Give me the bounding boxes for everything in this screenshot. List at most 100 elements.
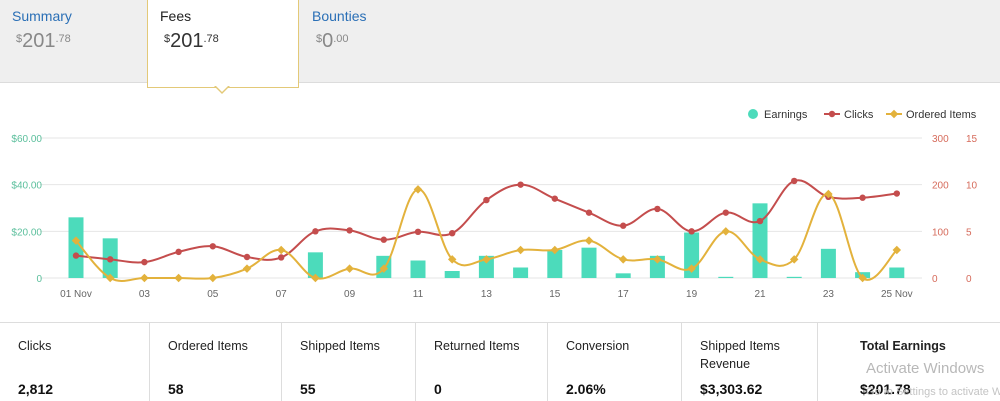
ordered-items-point [379,264,389,273]
x-axis-tick-label: 07 [276,289,288,300]
x-axis-tick-label: 01 Nov [60,289,92,300]
ordered-items-point [584,236,594,245]
clicks-point [859,194,866,201]
stats-row: Clicks 2,812 Ordered Items 58 Shipped It… [0,322,1000,401]
ordered-items-point [858,273,867,283]
ordered-items-point [311,273,320,283]
ordered-items-point [345,264,354,273]
clicks-point [380,236,387,243]
stat-value: $201.78 [860,381,911,397]
clicks-point [414,228,422,235]
earnings-bar [649,255,665,278]
earnings-bar [889,267,905,278]
earnings-bar [820,248,836,278]
clicks-point [141,258,148,266]
stat-shipped-items-revenue: Shipped Items Revenue $3,303.62 [682,323,818,401]
left-axis-tick-label: 0 [36,274,42,285]
tab-bounties[interactable]: Bounties $0.00 [300,0,446,82]
left-axis-tick-label: $40.00 [11,181,42,192]
clicks-point [278,254,285,261]
clicks-point [175,248,182,256]
legend-earnings-label: Earnings [764,109,808,121]
ordered-items-point [276,245,286,255]
stat-shipped-items: Shipped Items 55 [282,323,416,401]
tab-summary[interactable]: Summary $201.78 [0,0,146,82]
tab-summary-label: Summary [12,8,72,24]
earnings-chart: $60.00 $40.00 $20.00 0 300 200 100 0 15 10 5 0 01 No… [11,109,978,300]
earnings-bar [615,273,631,278]
legend-clicks-marker [828,110,836,118]
stat-label: Ordered Items [168,339,248,353]
clicks-axis-tick-label: 200 [932,181,949,192]
earnings-bar [752,203,768,278]
ordered-items-point [413,185,423,194]
ordered-items-point [105,273,115,283]
stat-label: Shipped Items [300,339,380,353]
ordered-items-point [447,255,457,264]
ordered-axis-tick-label: 0 [966,274,972,285]
clicks-axis-tick-label: 100 [932,227,949,238]
x-axis-tick-label: 21 [754,289,766,300]
ordered-items-point [71,236,81,245]
earnings-bar [786,276,802,278]
clicks-point [756,217,764,225]
ordered-axis-tick-label: 10 [966,181,978,192]
clicks-point [209,243,216,250]
stat-label: Total Earnings [860,339,946,353]
ordered-items-point [174,273,183,283]
clicks-point [620,222,627,229]
stat-label: Conversion [566,339,630,353]
stat-label: Clicks [18,339,52,353]
tab-bounties-amount: $0.00 [316,30,349,52]
clicks-point [551,195,558,202]
legend-ordered-marker [889,109,899,119]
stat-value: 0 [434,381,442,397]
clicks-point [72,252,80,259]
ordered-items-point [516,245,525,255]
x-axis-tick-label: 23 [823,289,835,300]
ordered-items-point [140,273,149,283]
clicks-axis-tick-label: 0 [932,274,938,285]
stat-conversion: Conversion 2.06% [548,323,682,401]
x-axis-tick-label: 03 [139,289,151,300]
x-axis-tick-label: 25 Nov [881,289,913,300]
left-axis-tick-label: $20.00 [11,227,42,238]
active-tab-pointer [214,85,230,94]
clicks-point [585,209,593,216]
earnings-bar [307,252,323,278]
tab-summary-amount: $201.78 [16,30,71,52]
earnings-bar [410,260,426,278]
clicks-point [243,253,251,261]
clicks-point [107,256,114,263]
tab-fees-label: Fees [160,8,192,24]
tab-fees[interactable]: Fees $201.78 [147,0,299,88]
clicks-point [893,190,900,197]
clicks-point [346,227,353,234]
stat-value: 2,812 [18,381,54,397]
earnings-tab-bar: Summary $201.78 Fees $201.78 Bounties $0… [0,0,1000,88]
stat-clicks: Clicks 2,812 [0,323,150,401]
ordered-items-point [208,273,218,283]
activate-windows-watermark: Activate Windows [866,360,985,377]
clicks-axis-tick-label: 300 [932,134,949,145]
clicks-point [688,228,695,235]
stat-total-earnings: Total Earnings $201.78 [842,323,1000,401]
ordered-items-point [721,227,731,236]
clicks-point [722,209,729,216]
clicks-point [654,205,661,213]
legend-clicks-label: Clicks [844,109,874,121]
x-axis-tick-label: 17 [618,289,630,300]
earnings-bar [444,271,460,278]
x-axis-tick-label: 13 [481,289,493,300]
stat-value: $3,303.62 [700,381,763,397]
ordered-items-point [242,264,252,273]
ordered-axis-tick-label: 5 [966,227,972,238]
stat-value: 58 [168,381,184,397]
left-axis-tick-label: $60.00 [11,134,42,145]
stat-returned-items: Returned Items 0 [416,323,548,401]
x-axis-tick-label: 05 [207,289,219,300]
earnings-bar [718,276,734,278]
legend-ordered-label: Ordered Items [906,109,977,121]
stat-label: Shipped Items Revenue [700,339,780,371]
earnings-bar [68,217,84,278]
